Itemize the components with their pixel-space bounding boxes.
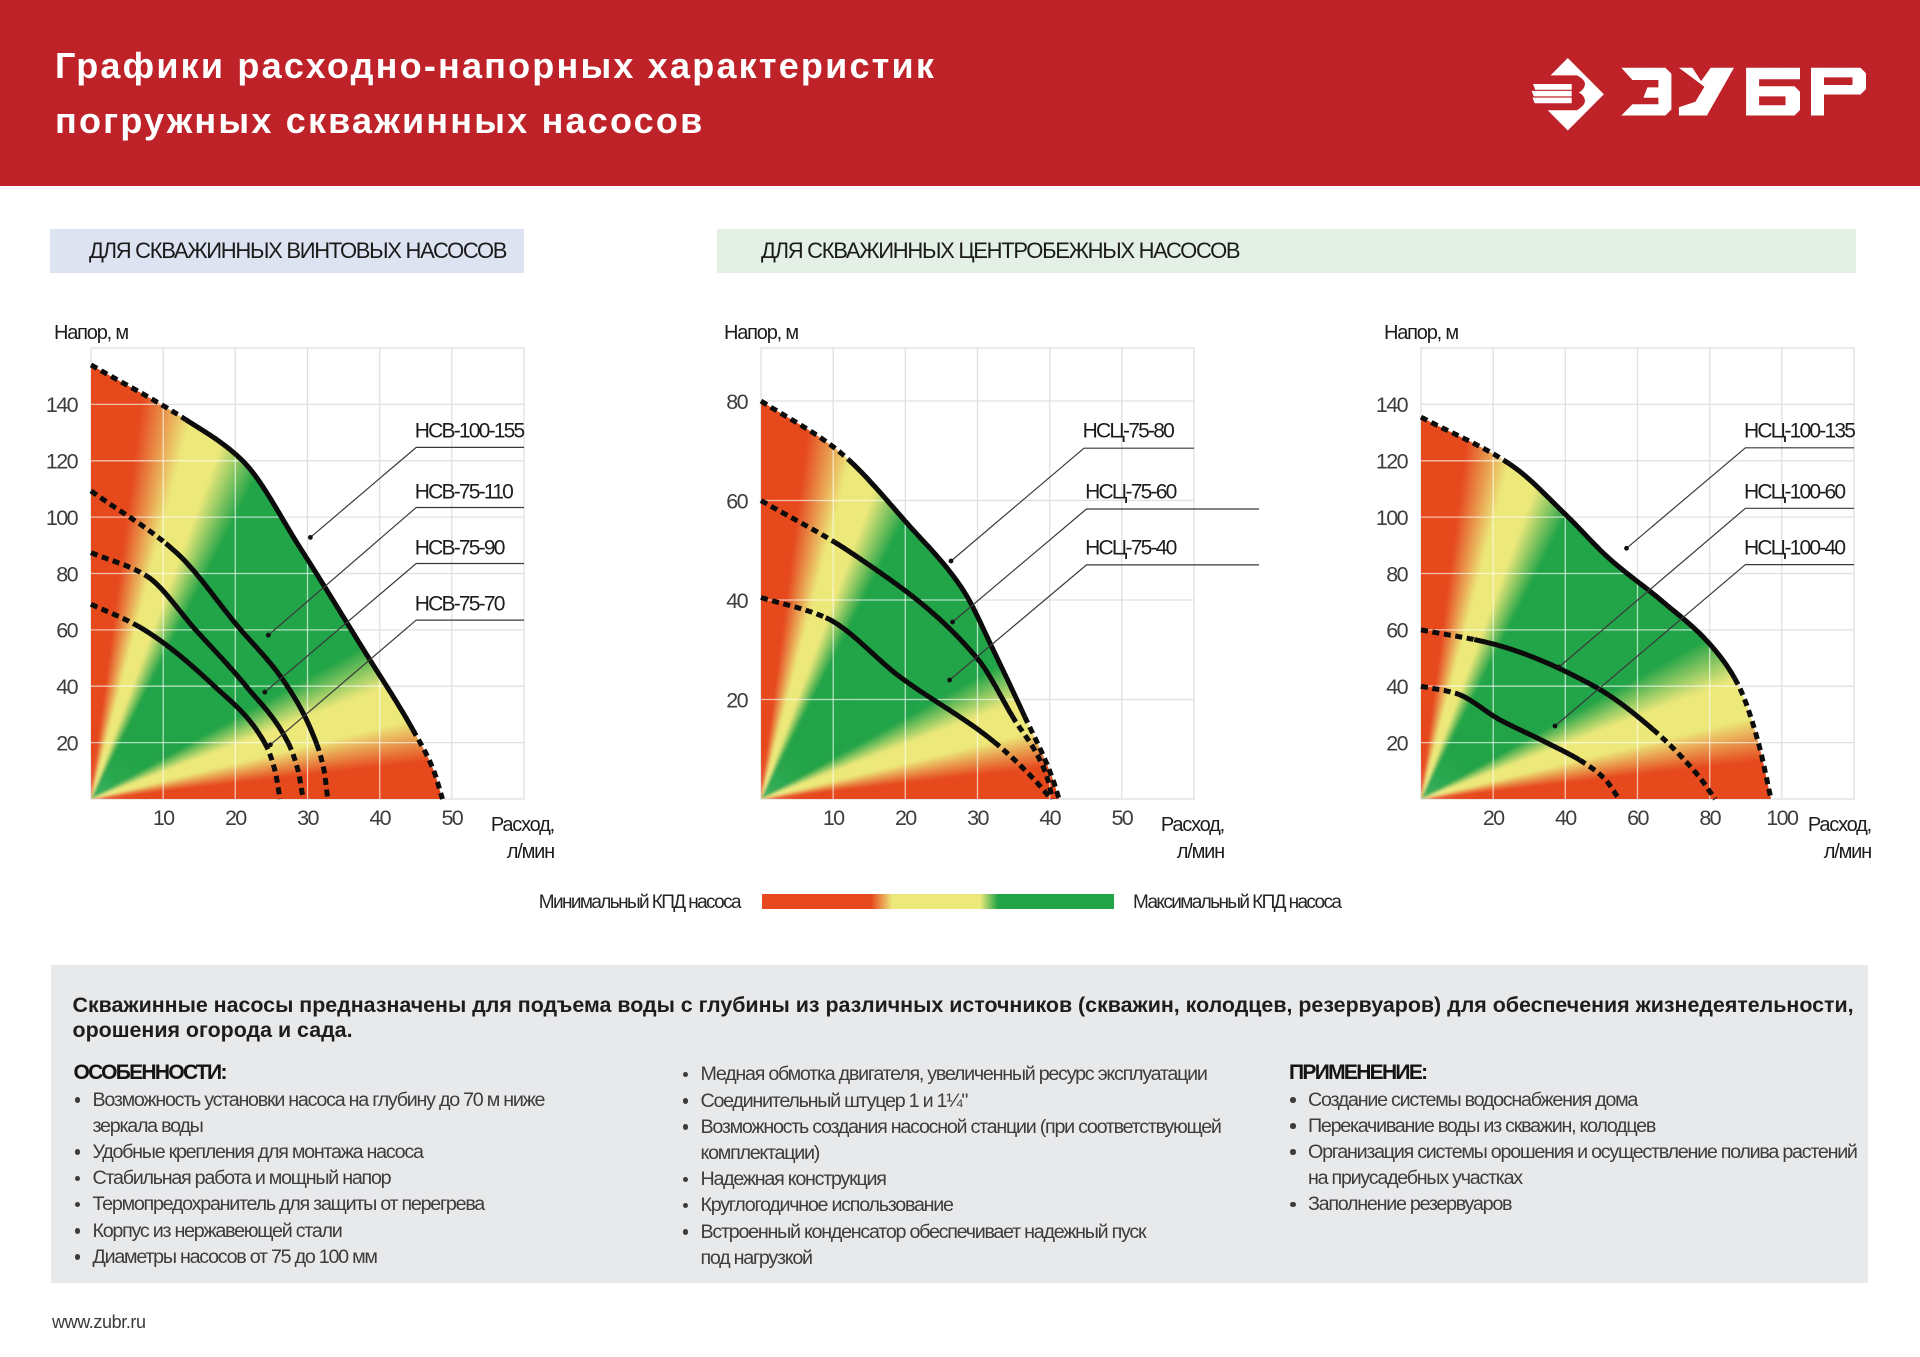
svg-text:20: 20 (56, 731, 78, 755)
svg-text:НСЦ-100-135: НСЦ-100-135 (1744, 419, 1855, 442)
svg-text:НСЦ-75-40: НСЦ-75-40 (1085, 537, 1176, 560)
svg-text:40: 40 (1555, 806, 1577, 830)
svg-text:80: 80 (726, 390, 748, 414)
svg-text:60: 60 (1386, 619, 1408, 643)
svg-text:40: 40 (1039, 806, 1061, 830)
svg-text:Расход,: Расход, (1808, 814, 1871, 836)
svg-text:60: 60 (1627, 806, 1649, 830)
svg-text:л/мин: л/мин (1177, 841, 1224, 863)
svg-text:10: 10 (823, 806, 845, 830)
svg-text:20: 20 (726, 688, 748, 712)
svg-text:НСВ-75-110: НСВ-75-110 (415, 481, 513, 504)
svg-text:40: 40 (1386, 675, 1408, 699)
svg-text:50: 50 (1111, 806, 1133, 830)
svg-text:80: 80 (1386, 562, 1408, 586)
svg-text:л/мин: л/мин (1824, 841, 1871, 863)
svg-text:НСЦ-75-80: НСЦ-75-80 (1083, 419, 1174, 442)
svg-text:20: 20 (1483, 806, 1505, 830)
svg-text:40: 40 (56, 675, 78, 699)
svg-text:100: 100 (1376, 506, 1409, 530)
svg-text:30: 30 (967, 806, 989, 830)
svg-text:140: 140 (46, 393, 79, 417)
svg-text:50: 50 (441, 806, 463, 830)
svg-text:40: 40 (726, 589, 748, 613)
svg-text:Напор, м: Напор, м (54, 322, 128, 344)
svg-text:60: 60 (56, 619, 78, 643)
svg-text:120: 120 (1376, 450, 1409, 474)
svg-text:80: 80 (1699, 806, 1721, 830)
svg-text:20: 20 (895, 806, 917, 830)
svg-text:Напор, м: Напор, м (1384, 322, 1458, 344)
svg-text:л/мин: л/мин (507, 841, 554, 863)
svg-text:80: 80 (56, 562, 78, 586)
svg-text:30: 30 (297, 806, 319, 830)
svg-text:120: 120 (46, 450, 79, 474)
svg-text:20: 20 (1386, 731, 1408, 755)
svg-text:Расход,: Расход, (1161, 814, 1224, 836)
svg-text:НСЦ-100-40: НСЦ-100-40 (1744, 537, 1845, 560)
svg-text:Напор, м: Напор, м (724, 322, 798, 344)
svg-text:НСЦ-100-60: НСЦ-100-60 (1744, 481, 1845, 504)
svg-text:20: 20 (225, 806, 247, 830)
svg-text:10: 10 (153, 806, 175, 830)
svg-text:60: 60 (726, 489, 748, 513)
svg-text:НСВ-75-90: НСВ-75-90 (415, 537, 505, 560)
svg-text:100: 100 (46, 506, 79, 530)
svg-text:40: 40 (369, 806, 391, 830)
svg-text:Расход,: Расход, (491, 814, 554, 836)
svg-text:НСВ-75-70: НСВ-75-70 (415, 593, 505, 616)
svg-text:НСВ-100-155: НСВ-100-155 (415, 419, 525, 442)
svg-text:100: 100 (1766, 806, 1799, 830)
svg-text:НСЦ-75-60: НСЦ-75-60 (1085, 481, 1176, 504)
svg-text:140: 140 (1376, 393, 1409, 417)
